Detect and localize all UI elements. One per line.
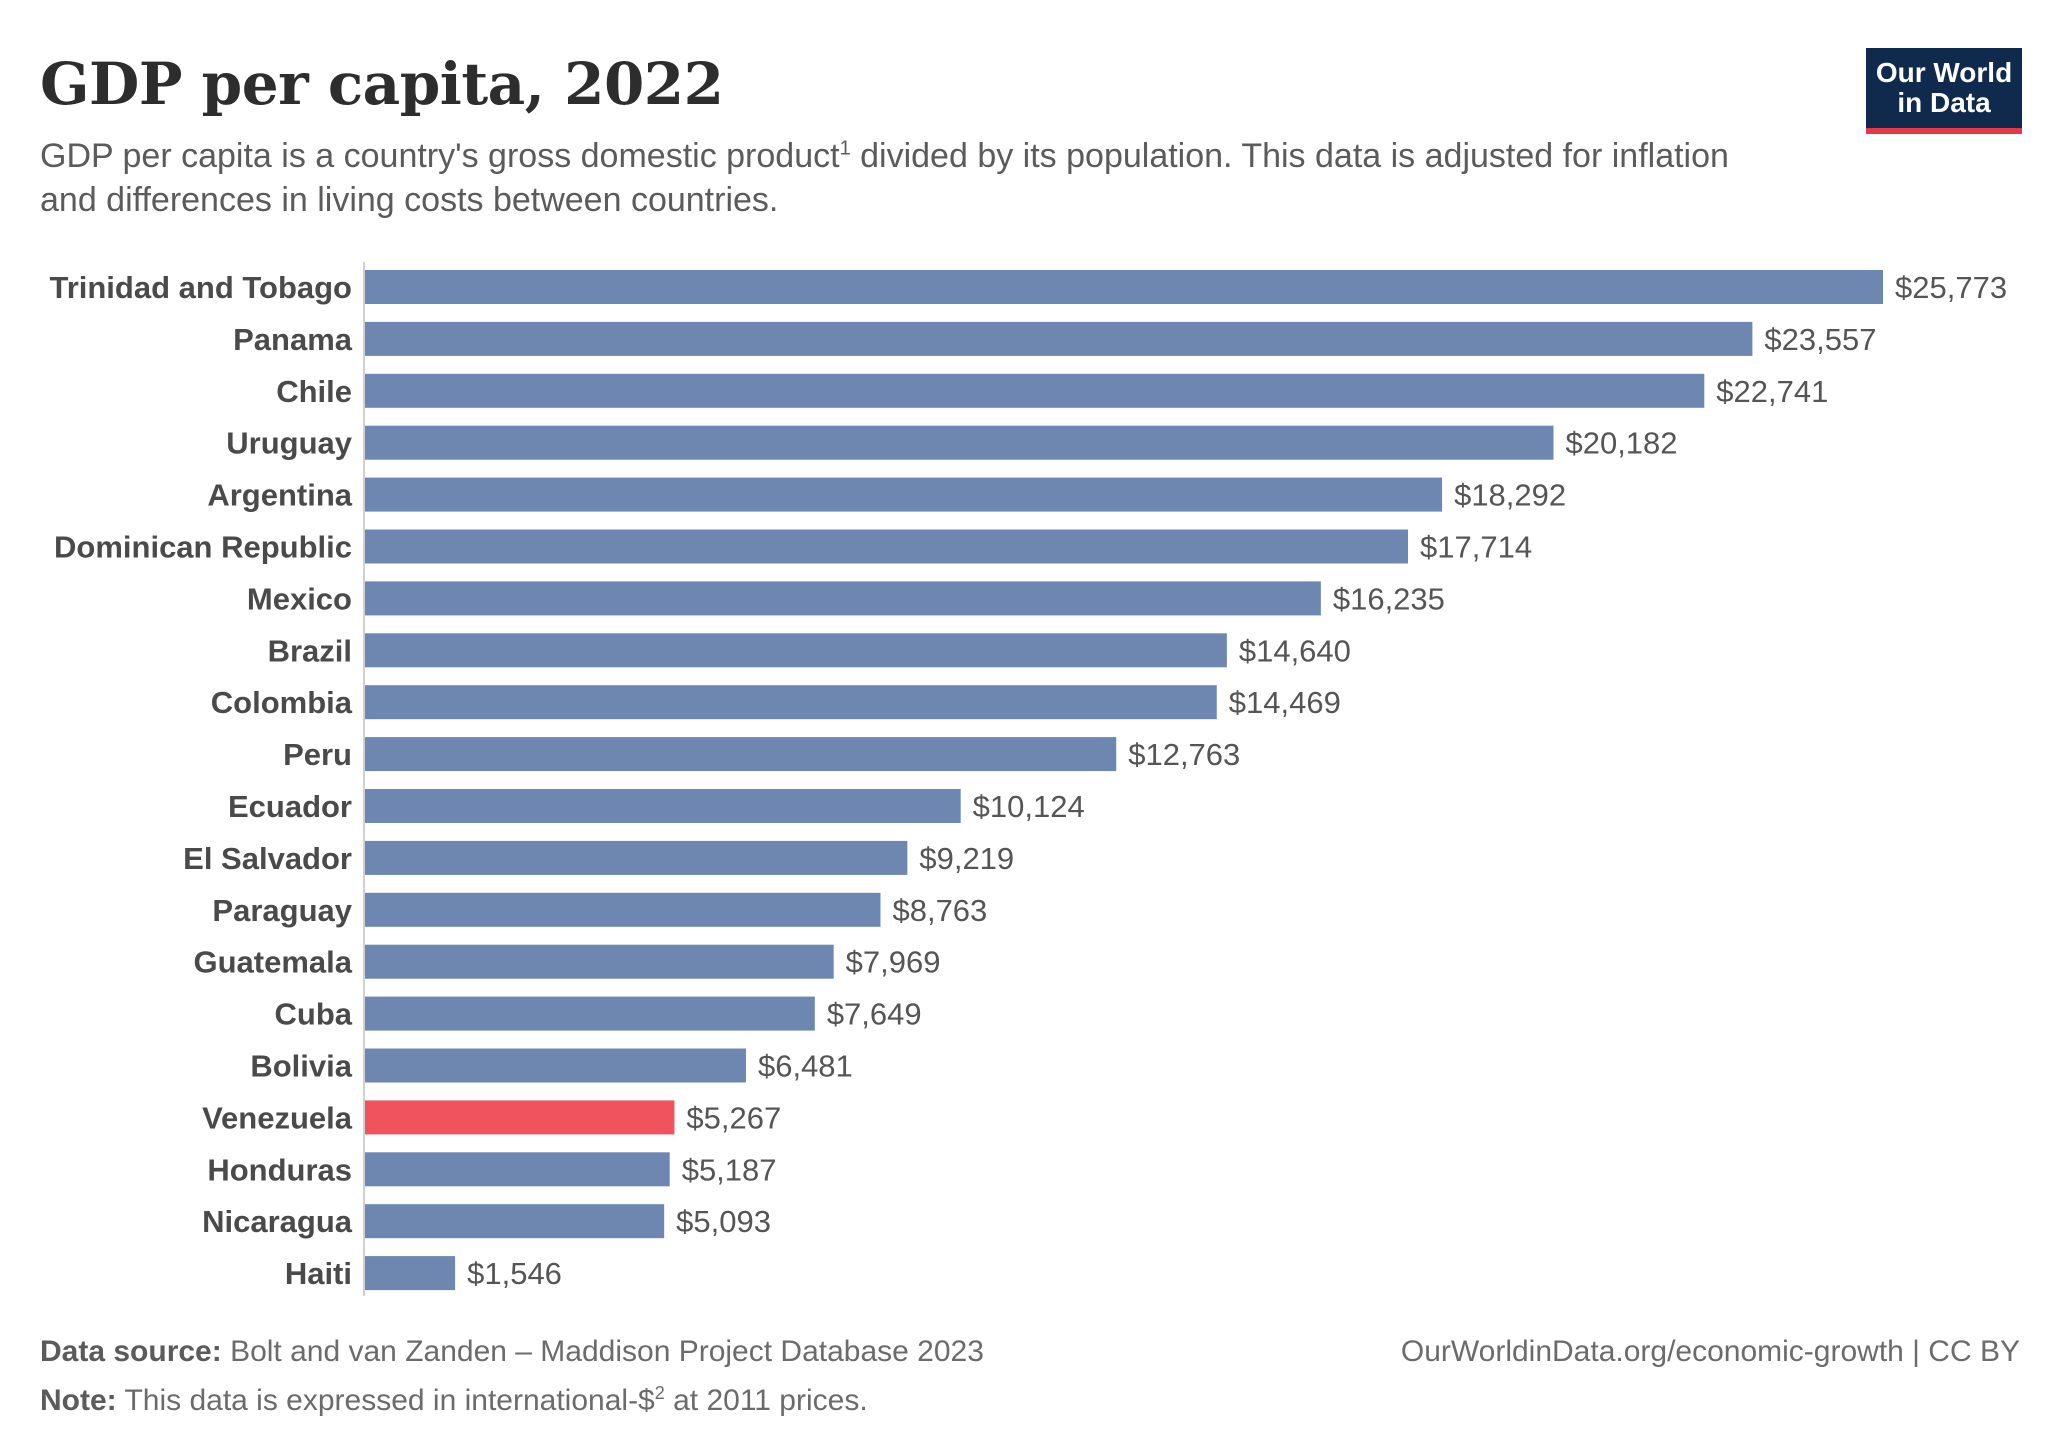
value-label-cuba: $7,649	[827, 997, 922, 1032]
bar-argentina[interactable]	[364, 477, 1443, 512]
category-label-cuba: Cuba	[275, 997, 353, 1032]
value-label-nicaragua: $5,093	[676, 1204, 771, 1239]
bar-nicaragua[interactable]	[364, 1204, 665, 1239]
value-label-uruguay: $20,182	[1565, 426, 1677, 461]
value-label-honduras: $5,187	[682, 1152, 777, 1187]
owid-logo[interactable]: Our World in Data	[1866, 48, 2022, 134]
value-label-el-salvador: $9,219	[919, 841, 1014, 876]
category-label-panama: Panama	[233, 322, 353, 357]
category-label-honduras: Honduras	[207, 1152, 352, 1187]
category-label-chile: Chile	[276, 374, 352, 409]
category-label-nicaragua: Nicaragua	[202, 1204, 353, 1239]
value-label-chile: $22,741	[1716, 374, 1828, 409]
value-label-guatemala: $7,969	[846, 945, 941, 980]
value-label-paraguay: $8,763	[892, 893, 987, 928]
logo-line-2: in Data	[1897, 87, 1991, 118]
bar-trinidad-and-tobago[interactable]	[364, 270, 1883, 304]
category-label-bolivia: Bolivia	[250, 1049, 352, 1084]
value-label-bolivia: $6,481	[758, 1049, 853, 1084]
logo-line-1: Our World	[1875, 57, 2013, 88]
chart-title: GDP per capita, 2022	[40, 50, 724, 118]
bar-panama[interactable]	[364, 321, 1753, 356]
category-label-paraguay: Paraguay	[212, 893, 352, 928]
bar-ecuador[interactable]	[364, 789, 961, 823]
value-label-ecuador: $10,124	[973, 789, 1085, 824]
value-label-dominican-republic: $17,714	[1420, 530, 1532, 565]
category-label-el-salvador: El Salvador	[183, 841, 352, 876]
footnote-ref-2[interactable]: 2	[654, 1383, 665, 1403]
category-label-dominican-republic: Dominican Republic	[54, 530, 352, 565]
footnote-ref-1[interactable]: 1	[839, 137, 851, 160]
category-label-ecuador: Ecuador	[228, 789, 352, 824]
value-label-panama: $23,557	[1764, 322, 1876, 357]
bar-guatemala[interactable]	[364, 944, 834, 979]
bars-group: Trinidad and Tobago $25,773 Panama $23,557 C…	[49, 270, 2007, 1291]
category-label-haiti: Haiti	[285, 1256, 352, 1291]
bar-brazil[interactable]	[364, 633, 1227, 668]
subtitle-text: GDP per capita is a country's gross dome…	[40, 137, 840, 175]
bar-venezuela[interactable]	[364, 1100, 675, 1135]
subtitle-text-continued: divided by its population. This data is …	[40, 137, 1729, 219]
value-label-mexico: $16,235	[1333, 581, 1445, 616]
category-label-peru: Peru	[283, 737, 352, 772]
bar-chile[interactable]	[364, 373, 1705, 408]
data-source-label: Data source:	[40, 1335, 222, 1368]
bar-uruguay[interactable]	[364, 425, 1554, 460]
category-label-argentina: Argentina	[207, 478, 352, 513]
data-source-text: Bolt and van Zanden – Maddison Project D…	[221, 1335, 984, 1368]
data-source-footer: Data source: Bolt and van Zanden – Maddi…	[40, 1335, 984, 1369]
value-label-trinidad-and-tobago: $25,773	[1895, 270, 2007, 305]
chart-subtitle: GDP per capita is a country's gross dome…	[40, 134, 1740, 222]
value-label-brazil: $14,640	[1239, 633, 1351, 668]
bar-paraguay[interactable]	[364, 892, 881, 927]
value-label-argentina: $18,292	[1454, 478, 1566, 513]
bar-haiti[interactable]	[364, 1256, 456, 1291]
category-label-venezuela: Venezuela	[202, 1100, 353, 1135]
credit-link[interactable]: OurWorldinData.org/economic-growth | CC …	[1400, 1335, 2020, 1368]
category-label-colombia: Colombia	[211, 685, 353, 720]
bar-dominican-republic[interactable]	[364, 529, 1409, 564]
note-label: Note:	[40, 1384, 117, 1417]
value-label-venezuela: $5,267	[686, 1100, 781, 1135]
note-text-continued: at 2011 prices.	[664, 1384, 868, 1417]
bar-cuba[interactable]	[364, 996, 815, 1031]
bar-el-salvador[interactable]	[364, 840, 908, 875]
value-label-peru: $12,763	[1128, 737, 1240, 772]
note-footer: Note: This data is expressed in internat…	[40, 1384, 868, 1418]
bar-colombia[interactable]	[364, 685, 1217, 720]
category-label-uruguay: Uruguay	[226, 426, 353, 461]
bar-mexico[interactable]	[364, 581, 1321, 616]
bar-peru[interactable]	[364, 737, 1117, 772]
note-text: This data is expressed in international-…	[116, 1384, 655, 1417]
value-label-colombia: $14,469	[1229, 685, 1341, 720]
category-label-trinidad-and-tobago: Trinidad and Tobago	[49, 270, 352, 305]
bar-bolivia[interactable]	[364, 1048, 746, 1083]
category-label-guatemala: Guatemala	[193, 945, 352, 980]
value-label-haiti: $1,546	[467, 1256, 562, 1291]
category-label-mexico: Mexico	[247, 581, 352, 616]
bar-honduras[interactable]	[364, 1152, 670, 1187]
category-label-brazil: Brazil	[268, 633, 352, 668]
